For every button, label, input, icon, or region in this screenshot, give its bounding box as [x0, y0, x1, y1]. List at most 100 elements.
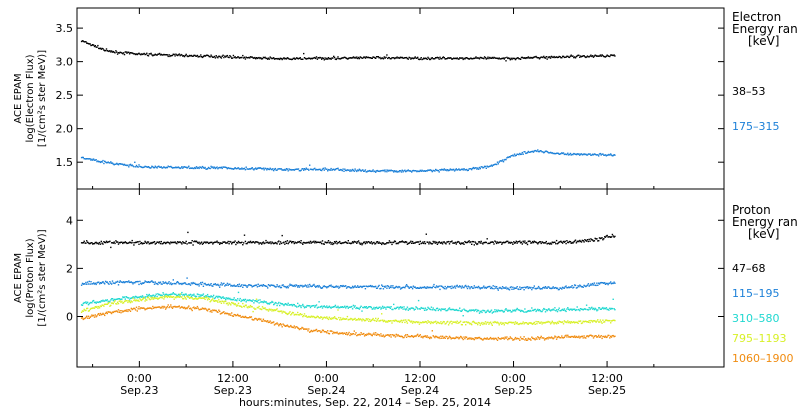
data-point: [433, 283, 435, 286]
data-point: [424, 57, 427, 59]
data-point: [153, 306, 156, 309]
data-point: [488, 323, 490, 325]
data-point: [600, 321, 602, 323]
data-point: [217, 296, 219, 299]
data-point: [442, 286, 445, 289]
data-point: [218, 299, 220, 301]
data-point: [594, 307, 596, 310]
data-point: [200, 167, 203, 169]
data-point: [404, 241, 406, 244]
data-point: [387, 56, 390, 59]
data-point: [180, 293, 182, 295]
data-point: [502, 311, 505, 313]
data-point: [339, 332, 341, 334]
data-point: [262, 284, 265, 286]
data-point: [373, 285, 375, 288]
data-point: [501, 337, 504, 339]
data-point: [130, 297, 132, 299]
data-point: [200, 308, 202, 310]
data-point: [122, 311, 124, 313]
data-point: [208, 167, 211, 169]
data-point: [480, 166, 482, 168]
data-point: [88, 43, 90, 45]
data-point: [552, 241, 554, 244]
data-point: [489, 336, 492, 339]
data-point: [249, 316, 251, 318]
data-point: [131, 239, 133, 242]
data-point: [409, 241, 411, 244]
data-point: [494, 320, 496, 323]
data-point: [225, 297, 228, 299]
data-point: [570, 54, 572, 56]
data-point: [380, 319, 382, 322]
data-point: [509, 321, 511, 324]
data-point: [321, 58, 323, 60]
data-point: [427, 336, 429, 339]
data-point: [195, 240, 198, 242]
data-point: [436, 56, 439, 59]
data-point: [591, 335, 593, 337]
data-point: [462, 338, 464, 341]
data-point: [410, 307, 412, 309]
data-point: [307, 316, 309, 318]
data-point: [577, 54, 579, 56]
data-point: [561, 308, 564, 311]
data-point: [509, 156, 511, 158]
data-point: [456, 309, 458, 311]
data-point: [385, 243, 387, 245]
data-point: [491, 338, 493, 340]
data-point: [375, 285, 377, 288]
data-point: [382, 58, 385, 60]
data-point: [577, 322, 579, 324]
data-point: [427, 169, 429, 171]
data-point: [509, 286, 511, 289]
data-point: [206, 54, 208, 56]
data-point: [146, 54, 149, 57]
data-point: [612, 54, 614, 57]
data-point: [194, 54, 196, 57]
data-point: [167, 304, 169, 306]
data-point: [104, 49, 107, 52]
data-point: [261, 58, 264, 60]
data-point: [290, 314, 292, 316]
data-point: [356, 318, 358, 321]
data-point: [172, 53, 174, 55]
data-point: [98, 301, 100, 304]
data-point: [142, 53, 144, 55]
data-point: [561, 288, 563, 290]
data-point: [118, 311, 120, 313]
data-point: [193, 298, 195, 300]
data-point: [140, 296, 143, 298]
data-point: [220, 312, 223, 315]
data-point: [244, 298, 247, 301]
data-point: [549, 56, 551, 58]
data-point: [243, 57, 245, 59]
data-point: [275, 302, 277, 304]
data-point: [87, 242, 90, 244]
data-point: [177, 293, 180, 296]
data-point: [411, 288, 414, 290]
data-point: [166, 296, 168, 299]
data-point: [193, 293, 195, 295]
data-point: [459, 307, 461, 309]
data-point: [448, 57, 451, 59]
data-point: [126, 164, 128, 167]
data-point: [146, 281, 149, 283]
data-point: [465, 169, 467, 171]
data-point: [369, 306, 371, 308]
data-point: [102, 299, 104, 301]
data-point: [363, 306, 366, 308]
data-point: [549, 309, 551, 311]
data-point: [582, 240, 584, 242]
data-point: [225, 242, 227, 244]
data-point: [170, 166, 173, 168]
data-point: [398, 308, 400, 310]
data-point: [239, 57, 241, 59]
data-point: [585, 304, 588, 306]
data-point: [243, 306, 246, 308]
data-point: [200, 297, 203, 299]
data-point: [593, 320, 596, 322]
data-point: [414, 170, 416, 172]
data-point: [240, 316, 242, 318]
data-point: [507, 57, 509, 60]
